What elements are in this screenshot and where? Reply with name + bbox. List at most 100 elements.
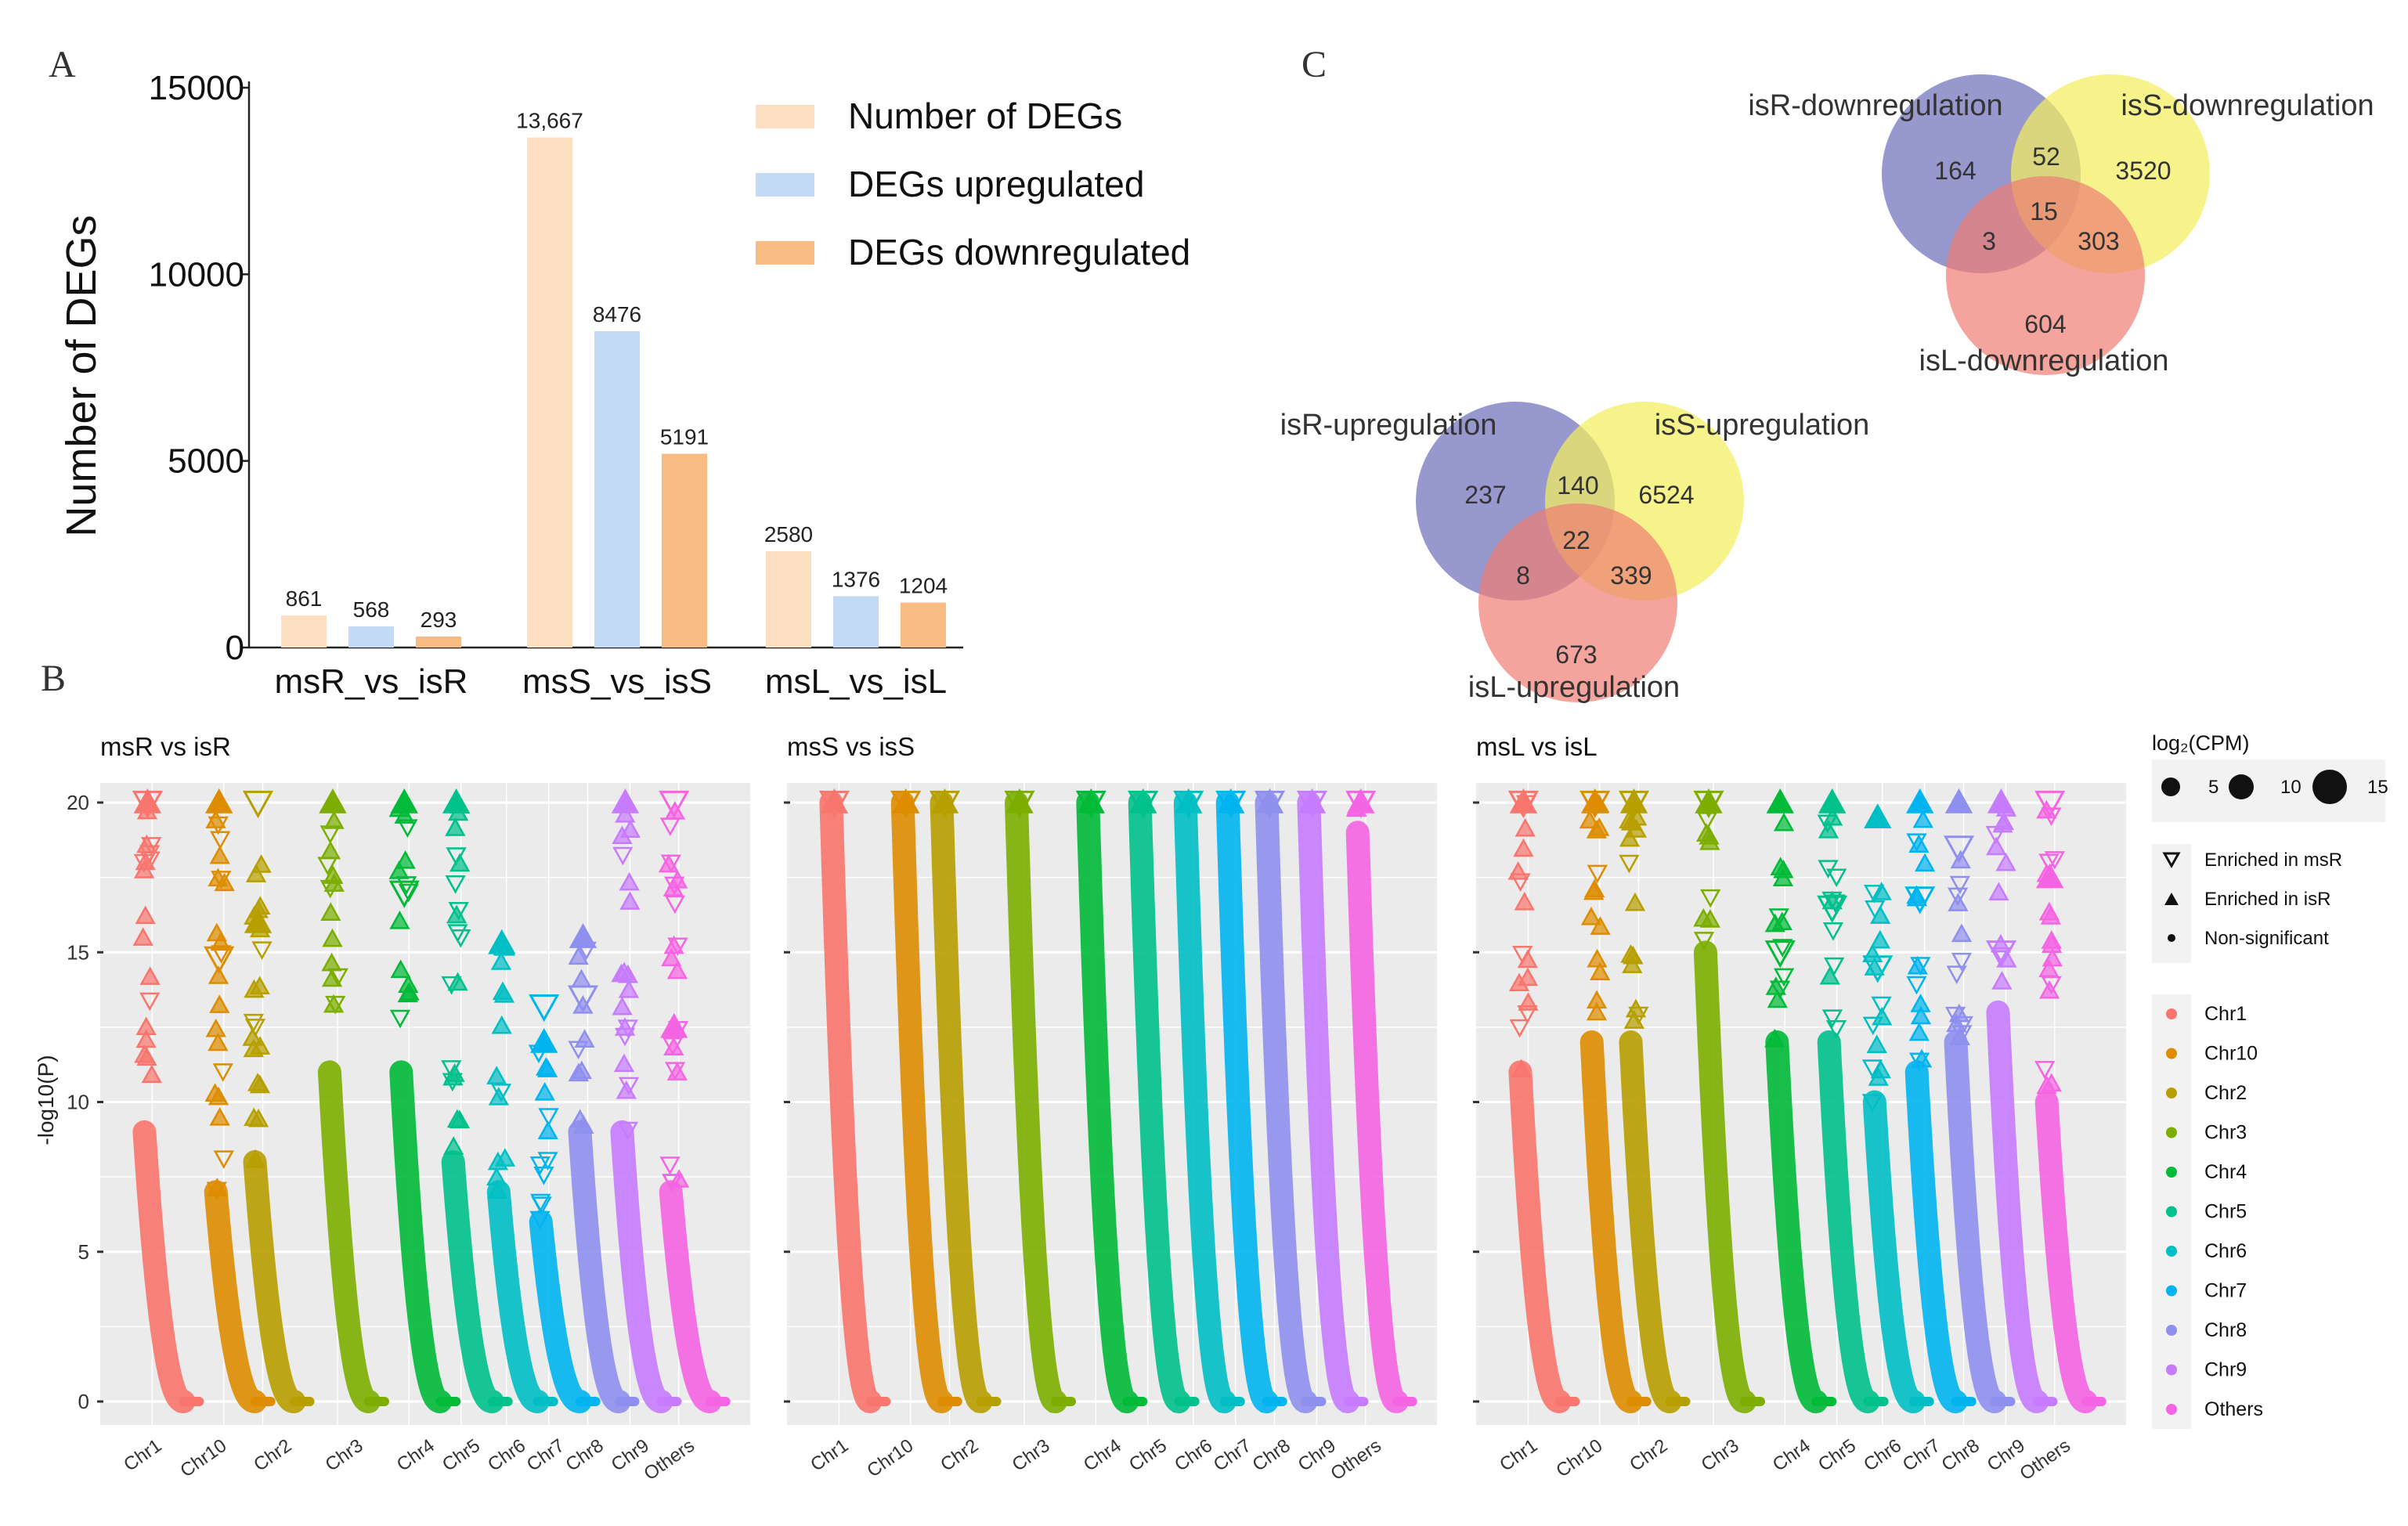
point-cloud bbox=[486, 1180, 550, 1413]
series-chr6 bbox=[1861, 803, 1934, 1413]
x-tick-label: Chr8 bbox=[562, 1435, 608, 1476]
series-chr10 bbox=[890, 788, 962, 1413]
series-others bbox=[2034, 790, 2107, 1413]
bar-total bbox=[766, 551, 811, 648]
legend-color-label: Chr9 bbox=[2204, 1359, 2247, 1381]
legend-shape-dot bbox=[2168, 934, 2175, 942]
venn-count: 339 bbox=[1610, 561, 1652, 590]
bar-up bbox=[594, 330, 640, 648]
point-enriched-msr bbox=[1254, 790, 1286, 819]
point-cloud bbox=[1765, 1030, 1829, 1413]
point-enriched-isr bbox=[613, 1053, 635, 1073]
series-chr8 bbox=[1254, 788, 1327, 1413]
point-enriched-isr bbox=[447, 972, 468, 991]
point-cloud bbox=[1076, 791, 1139, 1413]
point-enriched-isr bbox=[321, 952, 342, 972]
series-chr9 bbox=[610, 788, 682, 1413]
point-enriched-isr bbox=[568, 1062, 589, 1082]
point-enriched-msr bbox=[204, 946, 235, 974]
bar-value-label: 293 bbox=[421, 608, 457, 632]
legend-shape-down-triangle bbox=[2162, 852, 2181, 869]
point-enriched-msr bbox=[139, 992, 161, 1012]
point-enriched-msr bbox=[1906, 833, 1927, 852]
x-tick-label: Chr5 bbox=[1814, 1435, 1860, 1476]
point-cloud bbox=[1693, 940, 1756, 1413]
point-enriched-isr bbox=[611, 788, 640, 814]
point-enriched-isr bbox=[1589, 817, 1610, 836]
point-enriched-msr bbox=[659, 1156, 681, 1175]
point-enriched-msr bbox=[929, 790, 961, 819]
point-enriched-isr bbox=[488, 929, 516, 954]
point-enriched-isr bbox=[394, 805, 415, 824]
point-enriched-isr bbox=[1587, 948, 1608, 968]
series-chr2 bbox=[1618, 788, 1691, 1413]
bar-value-label: 5191 bbox=[660, 425, 709, 449]
point-enriched-isr bbox=[617, 964, 638, 983]
point-enriched-msr bbox=[1952, 1016, 1973, 1035]
point-enriched-msr bbox=[447, 924, 468, 943]
legend-size-dot bbox=[2161, 777, 2180, 796]
legend-color-dot bbox=[2166, 1206, 2177, 1218]
point-enriched-msr bbox=[1904, 886, 1936, 915]
point-cloud bbox=[441, 1150, 504, 1413]
point-enriched-isr bbox=[1991, 971, 2013, 990]
x-tick-label: Chr5 bbox=[1125, 1435, 1171, 1476]
manhattan-title: msS vs isS bbox=[787, 732, 915, 761]
legend-color-label: Chr8 bbox=[2204, 1319, 2247, 1341]
series-chr7 bbox=[1904, 788, 1977, 1413]
point-enriched-isr bbox=[1990, 933, 2012, 953]
venn-count: 52 bbox=[2032, 142, 2060, 171]
point-cloud bbox=[1619, 1030, 1682, 1413]
point-enriched-isr bbox=[1623, 945, 1644, 965]
point-enriched-isr bbox=[2039, 979, 2060, 999]
point-enriched-isr bbox=[244, 1107, 265, 1127]
point-enriched-msr bbox=[664, 1062, 686, 1081]
point-enriched-isr bbox=[1914, 853, 1936, 872]
point-enriched-msr bbox=[1826, 868, 1847, 888]
legend-color-label: Chr7 bbox=[2204, 1280, 2247, 1302]
x-tick-label: Others bbox=[2016, 1435, 2074, 1485]
point-enriched-msr bbox=[242, 790, 274, 819]
x-tick-label: Chr6 bbox=[1860, 1435, 1905, 1476]
point-cloud bbox=[1005, 791, 1067, 1413]
point-enriched-isr bbox=[1907, 955, 1928, 975]
point-enriched-msr bbox=[659, 790, 690, 819]
manhattan-ylabel: -log10(P) bbox=[34, 1055, 58, 1145]
point-enriched-isr bbox=[2036, 1075, 2057, 1095]
point-enriched-isr bbox=[486, 1167, 507, 1186]
point-enriched-msr bbox=[618, 1077, 640, 1096]
point-enriched-isr bbox=[1986, 836, 2007, 856]
legend-size-value: 5 bbox=[2208, 777, 2218, 798]
point-enriched-isr bbox=[1580, 906, 1602, 925]
legend-color-dot bbox=[2166, 1167, 2177, 1178]
point-enriched-isr bbox=[1699, 832, 1720, 850]
x-category-label: msL_vs_isL bbox=[765, 662, 947, 701]
point-enriched-msr bbox=[662, 1174, 683, 1192]
bar-total bbox=[527, 137, 572, 648]
point-enriched-msr bbox=[448, 902, 469, 921]
point-enriched-isr bbox=[209, 845, 230, 864]
bar-value-label: 2580 bbox=[764, 522, 813, 547]
point-enriched-msr bbox=[397, 819, 418, 839]
bar-down bbox=[662, 453, 707, 648]
point-enriched-msr bbox=[1700, 889, 1721, 908]
y-tick-label: 5 bbox=[78, 1240, 89, 1264]
point-enriched-isr bbox=[534, 1082, 555, 1101]
point-enriched-msr bbox=[1871, 996, 1892, 1016]
legend-color-dot bbox=[2166, 1325, 2177, 1336]
point-enriched-msr bbox=[617, 1019, 638, 1038]
x-tick-label: Chr4 bbox=[1080, 1435, 1125, 1476]
point-enriched-isr bbox=[1624, 892, 1646, 911]
venn-count: 8 bbox=[1516, 561, 1530, 590]
point-enriched-msr bbox=[1821, 1009, 1843, 1028]
x-tick-label: Chr10 bbox=[1552, 1435, 1606, 1482]
point-cloud bbox=[1579, 1030, 1643, 1413]
point-enriched-isr bbox=[662, 878, 684, 896]
point-enriched-isr bbox=[446, 1109, 468, 1128]
bar-value-label: 1376 bbox=[832, 567, 880, 591]
point-enriched-isr bbox=[442, 1066, 464, 1086]
point-enriched-msr bbox=[1817, 814, 1838, 834]
series-chr6 bbox=[486, 929, 558, 1413]
legend-swatch bbox=[756, 241, 814, 265]
